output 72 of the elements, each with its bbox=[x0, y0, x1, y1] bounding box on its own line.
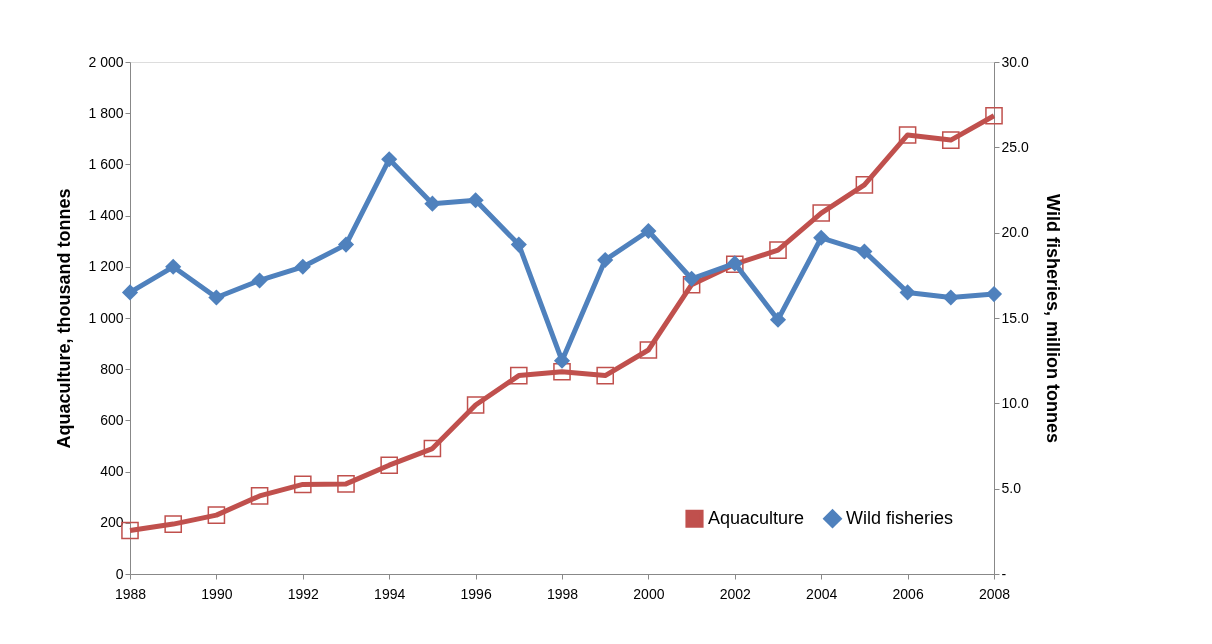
point bbox=[812, 204, 831, 222]
point bbox=[121, 284, 139, 301]
y-tick-label: 1 800 bbox=[88, 104, 124, 121]
point bbox=[553, 362, 571, 381]
y-tick-label: 600 bbox=[100, 411, 124, 428]
y-tick-label: 1 000 bbox=[88, 309, 124, 326]
x-tick-label: 2008 bbox=[978, 585, 1011, 602]
x-tick-label: 2004 bbox=[806, 585, 838, 602]
point bbox=[682, 275, 701, 294]
y-tick-label: 2 000 bbox=[88, 53, 124, 70]
legend-label: Aquaculture bbox=[708, 507, 805, 528]
legend-label: Wild fisheries bbox=[846, 507, 954, 528]
point bbox=[294, 258, 311, 275]
point bbox=[639, 341, 658, 359]
point bbox=[380, 456, 399, 475]
point bbox=[683, 270, 700, 287]
point bbox=[251, 272, 268, 289]
point bbox=[293, 475, 312, 494]
point bbox=[899, 284, 916, 301]
y-axis-title: Aquaculture, thousand tonnes bbox=[54, 188, 75, 449]
x-tick-label: 1990 bbox=[201, 585, 233, 602]
point bbox=[596, 366, 615, 385]
point bbox=[381, 151, 398, 168]
y-tick-label: 400 bbox=[100, 463, 124, 480]
point bbox=[942, 289, 959, 306]
y2-tick-label: 20.0 bbox=[1001, 224, 1029, 241]
point bbox=[337, 236, 355, 253]
point bbox=[509, 366, 528, 385]
y-tick-label: 1 200 bbox=[88, 258, 124, 275]
point bbox=[121, 521, 139, 540]
x-tick-label: 1996 bbox=[460, 585, 492, 602]
y2-tick-label: 15.0 bbox=[1001, 309, 1029, 326]
x-tick-label: 2006 bbox=[892, 585, 924, 602]
x-tick-label: 2002 bbox=[719, 585, 752, 602]
y-tick-label: 200 bbox=[100, 514, 124, 531]
y-tick-label: 800 bbox=[100, 360, 124, 377]
point bbox=[510, 236, 527, 253]
point bbox=[164, 515, 183, 533]
y2-tick-label: - bbox=[1001, 565, 1007, 582]
point bbox=[207, 506, 226, 524]
point bbox=[466, 396, 485, 414]
y2-tick-label: 30.0 bbox=[1001, 53, 1029, 70]
point bbox=[769, 311, 787, 328]
point bbox=[856, 243, 873, 260]
y2-tick-label: 10.0 bbox=[1001, 394, 1029, 411]
point bbox=[250, 487, 269, 505]
point bbox=[467, 192, 484, 209]
point bbox=[941, 131, 960, 149]
x-tick-label: 1994 bbox=[374, 585, 406, 602]
y-tick-label: 1 400 bbox=[88, 207, 124, 224]
x-tick-label: 2000 bbox=[633, 585, 665, 602]
y-tick-label: 1 600 bbox=[88, 155, 124, 172]
point bbox=[165, 258, 182, 275]
point bbox=[985, 106, 1003, 125]
point bbox=[640, 222, 657, 240]
point bbox=[597, 251, 614, 269]
point bbox=[337, 475, 355, 493]
y2-axis-title: Wild fisheries, million tonnes bbox=[1042, 194, 1063, 443]
point bbox=[553, 352, 571, 369]
y2-tick-label: 25.0 bbox=[1001, 138, 1029, 155]
point bbox=[813, 229, 830, 246]
point bbox=[208, 289, 225, 306]
y2-tick-label: 5.0 bbox=[1001, 480, 1022, 497]
x-tick-label: 1988 bbox=[114, 585, 147, 602]
y-tick-label: 0 bbox=[115, 565, 124, 582]
point bbox=[769, 241, 787, 259]
point bbox=[898, 126, 917, 144]
point bbox=[423, 439, 442, 458]
x-tick-label: 1998 bbox=[546, 585, 579, 602]
x-tick-label: 1992 bbox=[287, 585, 320, 602]
point bbox=[855, 176, 874, 194]
point bbox=[424, 195, 441, 212]
